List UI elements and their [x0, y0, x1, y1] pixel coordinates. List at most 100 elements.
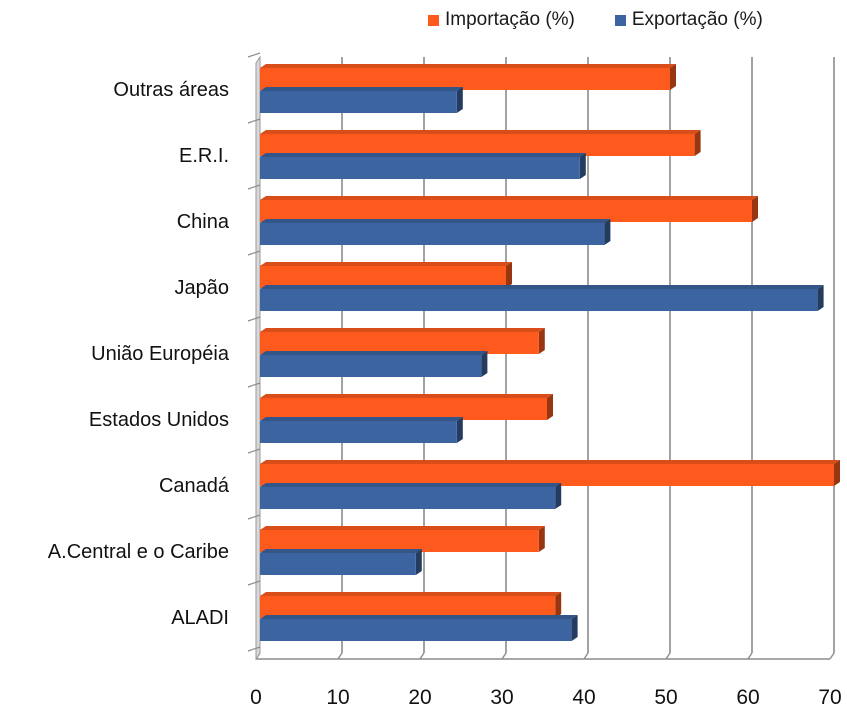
gridline-foot-50	[665, 652, 671, 660]
bar-exportacao-e-r-i-side	[579, 153, 586, 179]
bar-exportacao-canada	[260, 483, 562, 509]
gridline-foot-60	[747, 652, 753, 660]
bar-importacao-aladi-side	[555, 592, 562, 618]
bar-exportacao-estados-unidos-top	[260, 417, 463, 421]
bar-exportacao-aladi-side	[571, 615, 578, 641]
axis-wall	[247, 52, 261, 661]
category-label-outras-areas: Outras áreas	[113, 79, 229, 101]
legend-item-exportacao: Exportação (%)	[614, 9, 763, 31]
x-tick-label-70: 70	[818, 686, 841, 709]
axis-tick-mark	[247, 580, 261, 586]
x-tick-label-30: 30	[490, 686, 513, 709]
gridline-foot-30	[501, 652, 507, 660]
legend-label-importacao: Importação (%)	[445, 9, 575, 30]
bar-importacao-china-top	[260, 196, 758, 200]
bar-importacao-a-central-e-o-caribe-side	[538, 526, 545, 552]
bar-importacao-a-central-e-o-caribe-top	[260, 526, 545, 530]
gridline-foot-20	[419, 652, 425, 660]
bar-exportacao-canada-side	[555, 483, 562, 509]
axis-tick-mark	[247, 382, 261, 388]
x-tick-label-10: 10	[326, 686, 349, 709]
category-label-canada: Canadá	[159, 475, 230, 497]
bar-importacao-canada	[260, 460, 840, 486]
bar-exportacao-china	[260, 219, 611, 245]
bar-exportacao-japao-top	[260, 285, 824, 289]
bar-importacao-aladi-front	[260, 596, 556, 618]
bar-exportacao-outras-areas	[260, 87, 463, 113]
bar-importacao-outras-areas-side	[670, 64, 676, 90]
bars	[260, 64, 840, 641]
bar-importacao-canada-top	[260, 460, 840, 464]
bar-importacao-uniao-europeia-side	[538, 328, 545, 354]
x-tick-label-60: 60	[736, 686, 759, 709]
bar-importacao-a-central-e-o-caribe-front	[260, 530, 539, 552]
bar-importacao-uniao-europeia-front	[260, 332, 539, 354]
bar-importacao-e-r-i	[260, 130, 701, 156]
bar-importacao-estados-unidos-side	[547, 394, 553, 420]
bar-exportacao-canada-front	[260, 487, 556, 509]
bar-importacao-china-side	[752, 196, 758, 222]
legend-swatch-exportacao	[614, 14, 626, 26]
bar-exportacao-a-central-e-o-caribe-front	[260, 553, 416, 575]
bar-importacao-china	[260, 196, 758, 222]
bar-exportacao-outras-areas-side	[456, 87, 463, 113]
bar-exportacao-china-front	[260, 223, 605, 245]
bar-importacao-e-r-i-side	[694, 130, 701, 156]
bar-exportacao-a-central-e-o-caribe	[260, 549, 422, 575]
bar-importacao-china-front	[260, 200, 752, 222]
category-label-china: China	[177, 211, 230, 233]
category-label-uniao-europeia: União Européia	[91, 343, 230, 365]
bar-importacao-outras-areas-front	[260, 68, 670, 90]
bar-importacao-uniao-europeia	[260, 328, 545, 354]
bar-exportacao-uniao-europeia	[260, 351, 488, 377]
bar-exportacao-a-central-e-o-caribe-top	[260, 549, 422, 553]
bar-importacao-e-r-i-top	[260, 130, 701, 134]
bar-exportacao-china-top	[260, 219, 611, 223]
bar-importacao-uniao-europeia-top	[260, 328, 545, 332]
bar-exportacao-japao-front	[260, 289, 818, 311]
axis-tick-mark	[247, 52, 261, 58]
category-label-estados-unidos: Estados Unidos	[89, 409, 229, 431]
gridline-foot-70	[829, 652, 835, 660]
axis-tick-mark	[247, 316, 261, 322]
bar-exportacao-uniao-europeia-front	[260, 355, 482, 377]
bar-importacao-aladi	[260, 592, 562, 618]
category-label-aladi: ALADI	[171, 607, 229, 629]
bar-importacao-canada-front	[260, 464, 834, 486]
bar-importacao-e-r-i-front	[260, 134, 695, 156]
category-label-e-r-i: E.R.I.	[179, 145, 229, 167]
bar-importacao-japao	[260, 262, 512, 288]
x-tick-label-0: 0	[250, 686, 262, 709]
bar-importacao-canada-side	[834, 460, 840, 486]
x-tick-label-20: 20	[408, 686, 431, 709]
bar-exportacao-estados-unidos-front	[260, 421, 457, 443]
legend-item-importacao: Importação (%)	[428, 9, 575, 31]
category-labels: Outras áreas E.R.I. China Japão União Europé…	[48, 79, 230, 629]
bar-exportacao-china-side	[604, 219, 611, 245]
x-tick-labels: 0 10 20 30 40 50 60 70	[250, 686, 842, 709]
axis-wall-face	[255, 55, 261, 661]
bar-exportacao-e-r-i-top	[260, 153, 586, 157]
bar-exportacao-japao-side	[817, 285, 824, 311]
bar-importacao-japao-side	[506, 262, 512, 288]
bar-exportacao-outras-areas-top	[260, 87, 463, 91]
bar-importacao-estados-unidos-front	[260, 398, 547, 420]
bar-exportacao-estados-unidos	[260, 417, 463, 443]
bar-exportacao-uniao-europeia-top	[260, 351, 488, 355]
axis-tick-mark	[247, 118, 261, 124]
axis-tick-mark	[247, 646, 261, 652]
axis-tick-mark	[247, 448, 261, 454]
bar-exportacao-canada-top	[260, 483, 562, 487]
bar-importacao-japao-front	[260, 266, 506, 288]
bar-exportacao-aladi-front	[260, 619, 572, 641]
legend: Importação (%) Exportação (%)	[428, 8, 803, 32]
bar-exportacao-uniao-europeia-side	[481, 351, 488, 377]
bar-exportacao-e-r-i-front	[260, 157, 580, 179]
legend-swatch-importacao	[428, 14, 439, 26]
bar-exportacao-a-central-e-o-caribe-side	[415, 549, 422, 575]
bar-importacao-a-central-e-o-caribe	[260, 526, 545, 552]
bar-importacao-estados-unidos	[260, 394, 553, 420]
bar-importacao-estados-unidos-top	[260, 394, 553, 398]
x-tick-label-40: 40	[572, 686, 595, 709]
